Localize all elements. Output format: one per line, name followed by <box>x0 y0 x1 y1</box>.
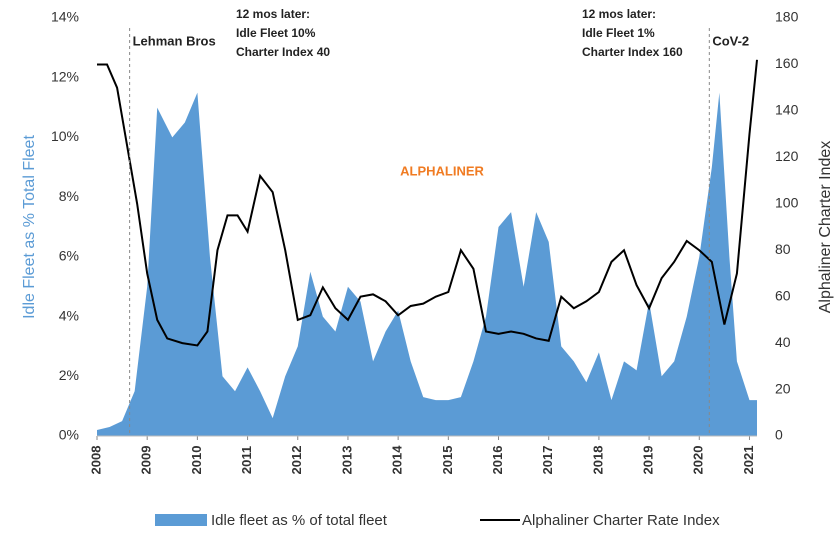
event-label: CoV-2 <box>712 33 749 48</box>
y2-tick-label: 180 <box>775 9 799 25</box>
y-tick-label: 6% <box>59 248 79 264</box>
y-axis-label: Idle Fleet as % Total Fleet <box>21 135 38 319</box>
x-tick-label: 2010 <box>189 446 204 475</box>
y2-tick-label: 60 <box>775 287 791 303</box>
idle-fleet-area <box>97 92 757 437</box>
y2-tick-label: 20 <box>775 380 791 396</box>
y-tick-label: 4% <box>59 307 79 323</box>
note-line: 12 mos later: <box>582 7 656 21</box>
y-tick-label: 0% <box>59 427 79 443</box>
x-tick-label: 2008 <box>88 446 103 475</box>
x-tick-label: 2012 <box>289 446 304 475</box>
y2-tick-label: 160 <box>775 55 799 71</box>
x-tick-label: 2009 <box>139 446 154 475</box>
y2-tick-label: 40 <box>775 334 791 350</box>
y-tick-label: 14% <box>51 9 79 25</box>
note-line: Charter Index 40 <box>236 45 330 59</box>
x-tick-label: 2020 <box>691 446 706 475</box>
legend-label: Idle fleet as % of total fleet <box>211 512 388 529</box>
y2-axis-label: Alphaliner Charter Index <box>817 141 834 314</box>
y-tick-label: 12% <box>51 68 79 84</box>
legend-label: Alphaliner Charter Rate Index <box>522 512 720 529</box>
x-tick-label: 2016 <box>490 446 505 475</box>
x-tick-label: 2018 <box>590 446 605 475</box>
legend-swatch <box>155 514 207 526</box>
note-line: Charter Index 160 <box>582 45 683 59</box>
watermark: ALPHALINER <box>400 163 484 178</box>
y-tick-label: 2% <box>59 367 79 383</box>
x-tick-label: 2014 <box>390 445 405 475</box>
y2-tick-label: 120 <box>775 148 799 164</box>
y2-tick-label: 100 <box>775 194 799 210</box>
y-tick-label: 8% <box>59 188 79 204</box>
note-line: 12 mos later: <box>236 7 310 21</box>
x-tick-label: 2013 <box>339 446 354 475</box>
y2-tick-label: 80 <box>775 241 791 257</box>
x-tick-label: 2015 <box>440 446 455 475</box>
charter-index-line <box>97 59 758 347</box>
y-tick-label: 10% <box>51 128 79 144</box>
y2-tick-label: 0 <box>775 427 783 443</box>
y2-tick-label: 140 <box>775 102 799 118</box>
x-tick-label: 2017 <box>540 446 555 475</box>
x-tick-label: 2019 <box>641 446 656 475</box>
x-tick-label: 2011 <box>239 446 254 474</box>
event-label: Lehman Bros <box>133 33 216 48</box>
note-line: Idle Fleet 10% <box>236 26 316 40</box>
note-line: Idle Fleet 1% <box>582 26 655 40</box>
x-tick-label: 2021 <box>741 446 756 475</box>
